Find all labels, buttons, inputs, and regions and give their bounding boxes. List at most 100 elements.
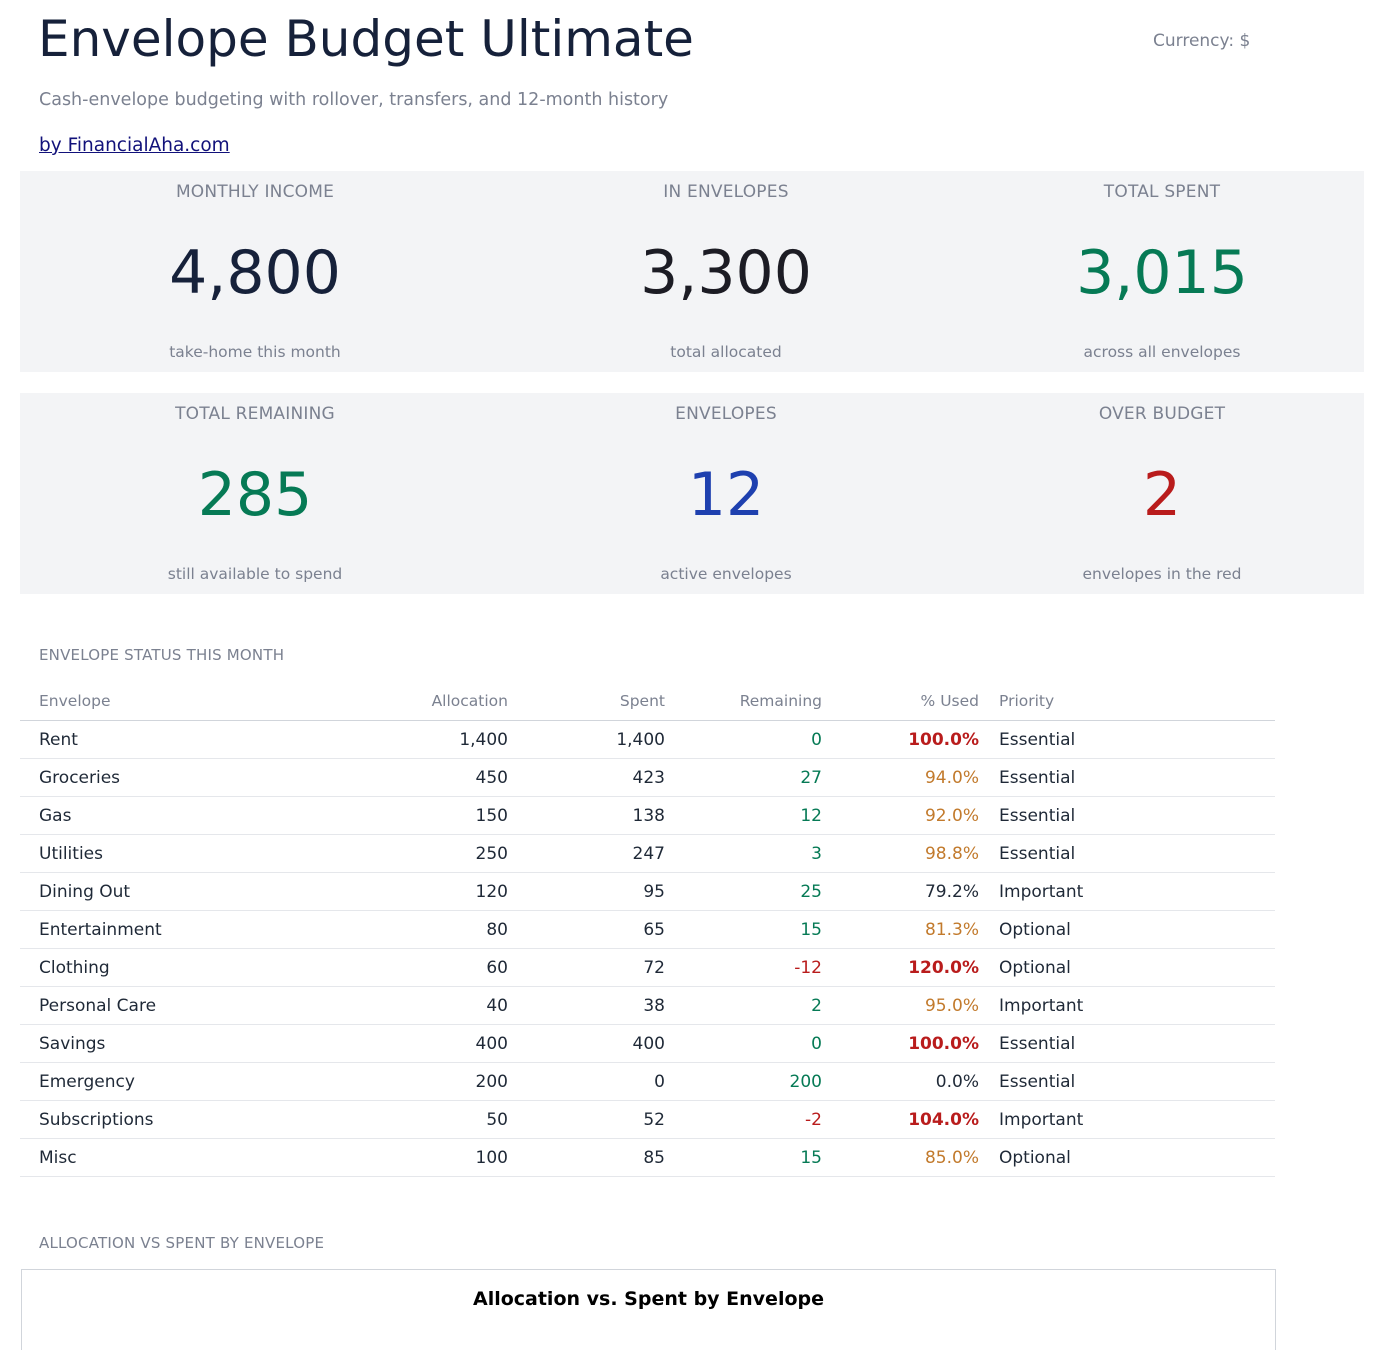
cell-allocation: 400 xyxy=(369,1024,508,1063)
cell-percent-used: 120.0% xyxy=(822,948,979,987)
table-row: Groceries 450 423 27 94.0% Essential xyxy=(20,758,1275,797)
kpi-label: MONTHLY INCOME xyxy=(175,182,335,202)
cell-percent-used: 98.8% xyxy=(822,834,979,873)
cell-remaining: 3 xyxy=(665,834,822,873)
cell-allocation: 120 xyxy=(369,872,508,911)
cell-priority: Optional xyxy=(979,1138,1275,1177)
cell-percent-used: 81.3% xyxy=(822,910,979,949)
cell-allocation: 200 xyxy=(369,1062,508,1101)
cell-spent: 72 xyxy=(508,948,665,987)
cell-remaining: 12 xyxy=(665,796,822,835)
cell-allocation: 80 xyxy=(369,910,508,949)
cell-spent: 38 xyxy=(508,986,665,1025)
cell-remaining: 2 xyxy=(665,986,822,1025)
cell-envelope: Entertainment xyxy=(20,910,369,949)
cell-percent-used: 92.0% xyxy=(822,796,979,835)
cell-percent-used: 94.0% xyxy=(822,758,979,797)
kpi-value: 4,800 xyxy=(169,238,341,308)
chart-container: Allocation vs. Spent by Envelope xyxy=(21,1269,1276,1350)
cell-envelope: Personal Care xyxy=(20,986,369,1025)
table-row: Personal Care 40 38 2 95.0% Important xyxy=(20,986,1275,1025)
kpi-card-envelopes: ENVELOPES 12 active envelopes xyxy=(516,393,936,594)
cell-remaining: -12 xyxy=(665,948,822,987)
cell-remaining: -2 xyxy=(665,1100,822,1139)
cell-envelope: Misc xyxy=(20,1138,369,1177)
kpi-caption: take-home this month xyxy=(169,343,341,361)
column-header-spent: Spent xyxy=(508,682,665,721)
kpi-card-monthly-income: MONTHLY INCOME 4,800 take-home this mont… xyxy=(45,171,465,372)
cell-spent: 65 xyxy=(508,910,665,949)
cell-remaining: 25 xyxy=(665,872,822,911)
column-header-allocation: Allocation xyxy=(369,682,508,721)
cell-priority: Optional xyxy=(979,910,1275,949)
table-row: Savings 400 400 0 100.0% Essential xyxy=(20,1024,1275,1063)
cell-spent: 95 xyxy=(508,872,665,911)
table-header-row: Envelope Allocation Spent Remaining % Us… xyxy=(20,682,1275,721)
cell-spent: 138 xyxy=(508,796,665,835)
kpi-value: 12 xyxy=(687,460,765,530)
kpi-card-total-remaining: TOTAL REMAINING 285 still available to s… xyxy=(45,393,465,594)
kpi-card-total-spent: TOTAL SPENT 3,015 across all envelopes xyxy=(952,171,1372,372)
envelope-status-table: Envelope Allocation Spent Remaining % Us… xyxy=(20,682,1275,1177)
table-row: Utilities 250 247 3 98.8% Essential xyxy=(20,834,1275,873)
cell-allocation: 50 xyxy=(369,1100,508,1139)
table-row: Misc 100 85 15 85.0% Optional xyxy=(20,1138,1275,1177)
cell-allocation: 150 xyxy=(369,796,508,835)
cell-envelope: Savings xyxy=(20,1024,369,1063)
kpi-value: 285 xyxy=(197,460,313,530)
cell-envelope: Subscriptions xyxy=(20,1100,369,1139)
table-row: Subscriptions 50 52 -2 104.0% Important xyxy=(20,1100,1275,1139)
cell-spent: 400 xyxy=(508,1024,665,1063)
cell-percent-used: 100.0% xyxy=(822,1024,979,1063)
cell-remaining: 0 xyxy=(665,720,822,759)
cell-spent: 423 xyxy=(508,758,665,797)
cell-allocation: 40 xyxy=(369,986,508,1025)
kpi-value: 3,015 xyxy=(1076,238,1248,308)
chart-title: Allocation vs. Spent by Envelope xyxy=(472,1288,824,1310)
column-header-priority: Priority xyxy=(979,682,1275,721)
cell-allocation: 250 xyxy=(369,834,508,873)
cell-priority: Essential xyxy=(979,796,1275,835)
cell-priority: Essential xyxy=(979,1062,1275,1101)
kpi-label: ENVELOPES xyxy=(675,404,777,424)
table-body: Rent 1,400 1,400 0 100.0% Essential Groceries 4… xyxy=(20,720,1275,1177)
cell-priority: Important xyxy=(979,986,1275,1025)
table-row: Clothing 60 72 -12 120.0% Optional xyxy=(20,948,1275,987)
cell-spent: 85 xyxy=(508,1138,665,1177)
cell-allocation: 450 xyxy=(369,758,508,797)
kpi-value: 3,300 xyxy=(640,238,812,308)
cell-remaining: 200 xyxy=(665,1062,822,1101)
table-row: Dining Out 120 95 25 79.2% Important xyxy=(20,872,1275,911)
kpi-caption: total allocated xyxy=(670,343,782,361)
column-header-percent-used: % Used xyxy=(822,682,979,721)
cell-envelope: Rent xyxy=(20,720,369,759)
cell-remaining: 15 xyxy=(665,910,822,949)
kpi-label: TOTAL SPENT xyxy=(1103,182,1221,202)
kpi-card-in-envelopes: IN ENVELOPES 3,300 total allocated xyxy=(516,171,936,372)
cell-envelope: Groceries xyxy=(20,758,369,797)
kpi-row-2: TOTAL REMAINING 285 still available to s… xyxy=(20,393,1364,594)
cell-priority: Essential xyxy=(979,720,1275,759)
cell-percent-used: 100.0% xyxy=(822,720,979,759)
cell-spent: 1,400 xyxy=(508,720,665,759)
kpi-caption: active envelopes xyxy=(660,565,792,583)
cell-percent-used: 85.0% xyxy=(822,1138,979,1177)
cell-percent-used: 79.2% xyxy=(822,872,979,911)
table-row: Emergency 200 0 200 0.0% Essential xyxy=(20,1062,1275,1101)
cell-priority: Important xyxy=(979,1100,1275,1139)
table-row: Gas 150 138 12 92.0% Essential xyxy=(20,796,1275,835)
kpi-label: IN ENVELOPES xyxy=(663,182,789,202)
cell-priority: Essential xyxy=(979,834,1275,873)
kpi-caption: envelopes in the red xyxy=(1082,565,1242,583)
cell-envelope: Emergency xyxy=(20,1062,369,1101)
cell-priority: Optional xyxy=(979,948,1275,987)
cell-remaining: 27 xyxy=(665,758,822,797)
cell-priority: Essential xyxy=(979,1024,1275,1063)
cell-spent: 0 xyxy=(508,1062,665,1101)
kpi-value: 2 xyxy=(1142,460,1182,530)
cell-envelope: Gas xyxy=(20,796,369,835)
cell-remaining: 0 xyxy=(665,1024,822,1063)
brand-link[interactable]: by FinancialAha.com xyxy=(39,135,230,156)
table-row: Entertainment 80 65 15 81.3% Optional xyxy=(20,910,1275,949)
cell-allocation: 1,400 xyxy=(369,720,508,759)
